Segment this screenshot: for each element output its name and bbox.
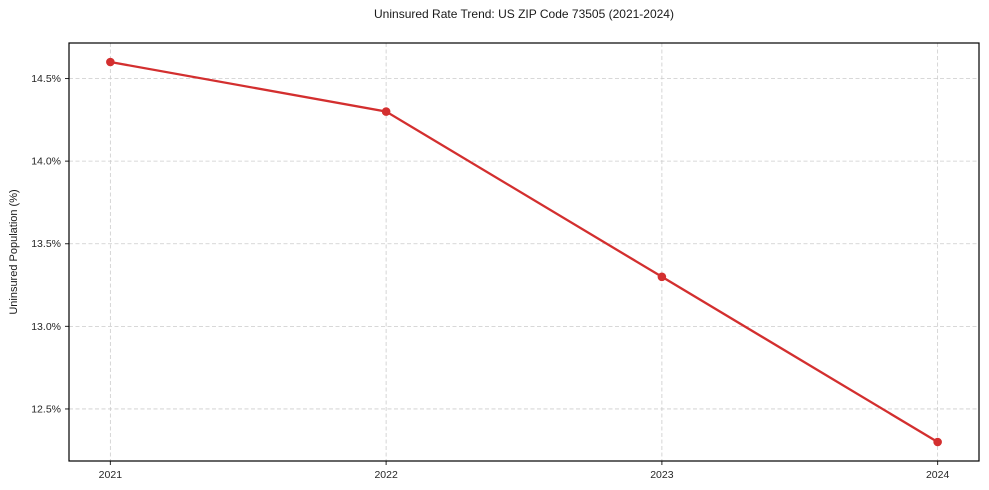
trend-line xyxy=(109,60,939,444)
y-tick-label: 14.0% xyxy=(31,156,61,168)
x-tick-label: 2023 xyxy=(650,469,674,481)
x-tick-label: 2021 xyxy=(99,469,123,481)
plot-border xyxy=(68,42,980,462)
y-axis-label: Uninsured Population (%) xyxy=(8,189,20,315)
y-tick-label: 13.0% xyxy=(31,321,61,333)
y-tick-label: 12.5% xyxy=(31,403,61,415)
x-tick-label: 2022 xyxy=(374,469,398,481)
data-point-2021 xyxy=(106,57,115,67)
data-point-2023 xyxy=(657,272,667,282)
data-point-2022 xyxy=(381,107,391,116)
data-point-2024 xyxy=(933,437,942,447)
y-tick-label: 13.5% xyxy=(31,238,61,250)
y-tick-label: 14.5% xyxy=(31,73,61,85)
chart-title: Uninsured Rate Trend: US ZIP Code 73505 … xyxy=(374,7,674,21)
x-tick-label: 2024 xyxy=(926,469,950,481)
